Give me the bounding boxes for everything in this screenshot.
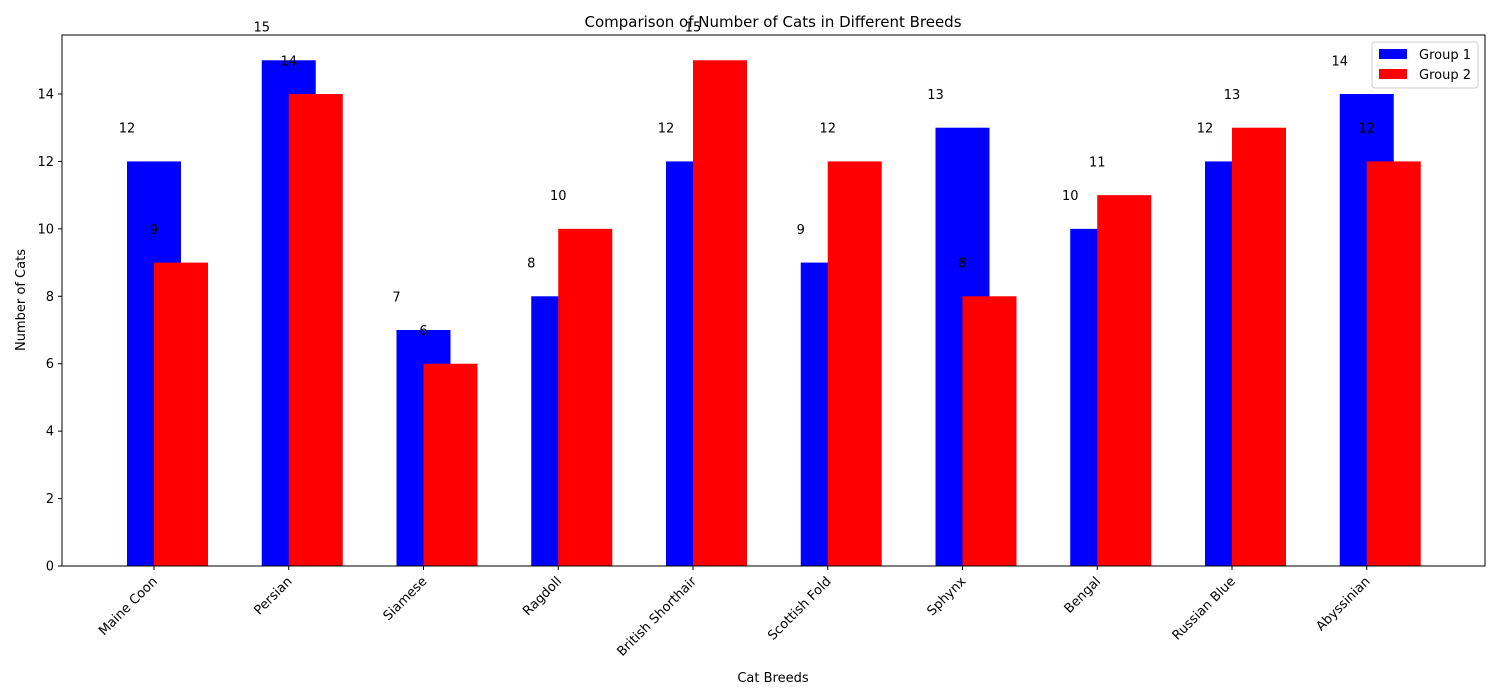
data-label-group-1-3: 8 <box>527 257 535 272</box>
y-tick-label: 14 <box>37 88 54 103</box>
data-label-group-1-4: 12 <box>658 122 675 137</box>
legend: Group 1 Group 2 <box>1371 41 1479 89</box>
data-label-group-1-6: 13 <box>927 88 944 103</box>
x-tick-label: Bengal <box>1062 574 1104 616</box>
x-tick-label: Persian <box>252 574 296 618</box>
y-tick-label: 12 <box>37 155 54 170</box>
bar-group-2-siamese <box>423 363 478 566</box>
data-label-group-1-5: 9 <box>797 223 805 238</box>
bar-group-2-persian <box>288 94 343 566</box>
chart-title: Comparison of Number of Cats in Differen… <box>584 13 961 31</box>
legend-swatch <box>1379 49 1407 59</box>
data-label-group-2-0: 9 <box>150 223 158 238</box>
y-tick-label: 6 <box>46 357 54 372</box>
bar-group-2-bengal <box>1097 195 1152 566</box>
x-axis-title: Cat Breeds <box>737 671 808 686</box>
data-label-group-2-2: 6 <box>419 324 427 339</box>
x-tick-label: Ragdoll <box>520 574 565 619</box>
bar-group-2-abyssinian <box>1366 161 1421 566</box>
x-tick-label: Maine Coon <box>96 574 161 639</box>
bar-group-2-scottish-fold <box>827 161 882 566</box>
x-tick-label: Russian Blue <box>1170 574 1239 643</box>
y-tick-label: 8 <box>46 290 54 305</box>
x-axis: Maine Coon Persian Siamese Ragdoll British S… <box>96 566 1374 660</box>
data-label-group-1-2: 7 <box>392 290 400 305</box>
bar-group-2-maine-coon <box>154 262 208 566</box>
bar-group-2-sphynx <box>962 296 1017 566</box>
x-tick-label: Sphynx <box>925 574 970 619</box>
y-tick-label: 2 <box>46 492 54 507</box>
x-tick-label: Siamese <box>381 574 431 624</box>
y-axis: 0 2 4 6 8 10 12 14 <box>37 88 62 575</box>
legend-swatch <box>1379 69 1407 79</box>
data-label-group-1-8: 12 <box>1197 122 1214 137</box>
data-label-group-1-7: 10 <box>1062 189 1079 204</box>
data-labels-layer: 12 15 7 8 12 9 13 10 12 14 9 14 6 10 15 12 8 11 13 12 <box>119 21 1375 339</box>
bar-group-2-russian-blue <box>1232 127 1286 566</box>
data-label-group-2-4: 15 <box>685 21 702 36</box>
y-tick-label: 4 <box>46 425 54 440</box>
data-label-group-2-1: 14 <box>280 54 297 69</box>
plot-frame <box>61 34 1486 567</box>
data-label-group-1-0: 12 <box>119 122 136 137</box>
data-label-group-1-1: 15 <box>253 21 270 36</box>
data-label-group-2-5: 12 <box>819 122 836 137</box>
legend-entry: Group 1 <box>1419 48 1471 63</box>
y-axis-title: Number of Cats <box>14 249 29 351</box>
bars-layer <box>127 60 1421 567</box>
x-tick-label: British Shorthair <box>614 574 700 660</box>
data-label-group-2-9: 12 <box>1358 122 1375 137</box>
y-tick-label: 10 <box>37 222 54 237</box>
data-label-group-2-7: 11 <box>1089 155 1106 170</box>
data-label-group-2-8: 13 <box>1224 88 1241 103</box>
bar-group-2-ragdoll <box>558 228 613 566</box>
y-tick-label: 0 <box>46 560 54 575</box>
data-label-group-2-6: 8 <box>958 257 966 272</box>
legend-entry: Group 2 <box>1419 68 1471 83</box>
data-label-group-2-3: 10 <box>550 189 567 204</box>
bar-group-2-british-shorthair <box>693 60 747 567</box>
x-tick-label: Scottish Fold <box>765 574 834 643</box>
data-label-group-1-9: 14 <box>1331 54 1348 69</box>
x-tick-label: Abyssinian <box>1313 574 1373 634</box>
